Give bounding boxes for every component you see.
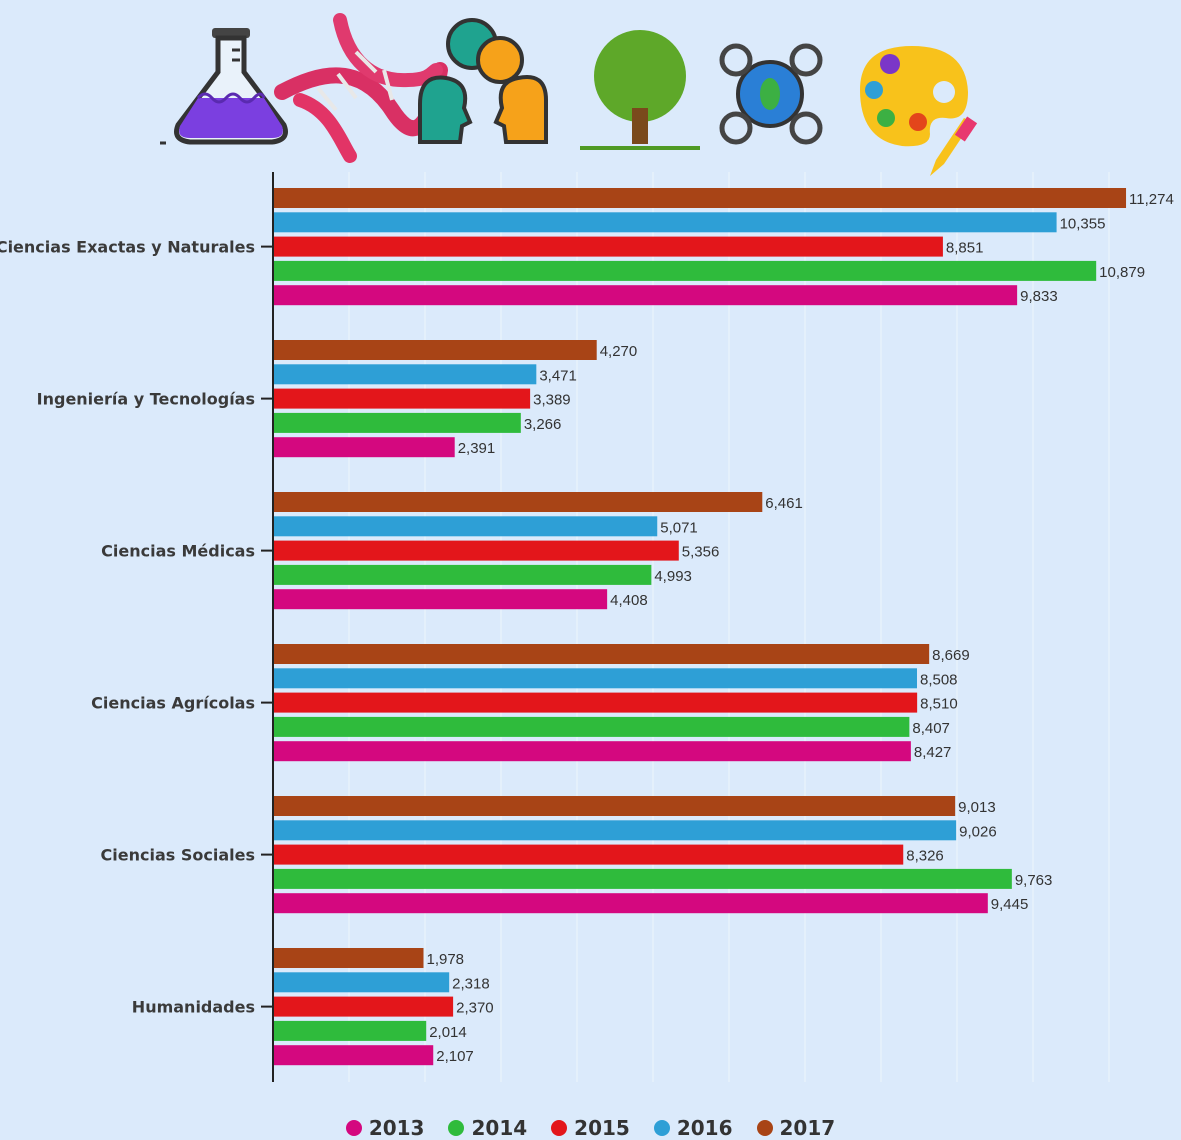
bar-2017 <box>274 644 930 664</box>
value-label: 8,326 <box>906 848 944 865</box>
category-label: Ingeniería y Tecnologías <box>37 390 255 409</box>
value-label: 3,389 <box>533 392 571 409</box>
value-label: 4,408 <box>610 592 648 609</box>
category-label: Ciencias Sociales <box>101 846 255 865</box>
bar-2017 <box>274 948 424 968</box>
header-icons <box>160 13 978 176</box>
category-label: Ciencias Médicas <box>101 542 255 561</box>
value-label: 8,851 <box>946 240 984 257</box>
legend-label: 2014 <box>471 1115 528 1140</box>
value-label: 9,445 <box>991 896 1029 913</box>
legend-item-2017: 2017 <box>756 1115 836 1140</box>
category-labels: Ciencias Exactas y Naturales Ingeniería y… <box>0 238 273 1017</box>
legend-label: 2017 <box>779 1115 836 1140</box>
legend-label: 2016 <box>676 1115 733 1140</box>
bar-2014 <box>274 564 652 585</box>
paint-palette-icon <box>860 46 978 176</box>
value-label: 10,355 <box>1060 215 1106 232</box>
bar-2016 <box>274 820 957 841</box>
value-label: 8,508 <box>920 671 958 688</box>
bar-2014 <box>274 1020 427 1041</box>
value-label: 9,763 <box>1015 872 1053 889</box>
value-label: 9,013 <box>958 799 996 816</box>
bar-2016 <box>274 668 917 689</box>
bar-2014 <box>274 716 910 737</box>
bar-2014 <box>274 260 1097 281</box>
bar-2017 <box>274 340 597 360</box>
bar-2016 <box>274 212 1057 233</box>
value-label: 9,026 <box>959 823 997 840</box>
value-label: 6,461 <box>765 495 803 512</box>
bar-2014 <box>274 412 521 433</box>
bar-2013 <box>274 893 988 914</box>
value-label: 8,510 <box>920 696 958 713</box>
legend: 2013 2014 2015 2016 2017 <box>0 1115 1181 1140</box>
bar-2014 <box>274 868 1012 889</box>
gears-icon <box>719 43 823 145</box>
tree-icon <box>580 30 700 150</box>
legend-item-2015: 2015 <box>551 1116 630 1140</box>
bar-2013 <box>274 285 1018 306</box>
bar-2013 <box>274 589 608 610</box>
bar-2013 <box>274 741 911 762</box>
value-labels: 11,274 10,355 8,851 10,879 9,833 4,270 3,471 3,… <box>426 191 1173 1065</box>
value-label: 9,833 <box>1020 288 1058 305</box>
gridlines <box>348 172 1110 1082</box>
legend-dot-icon <box>756 1119 773 1136</box>
legend-label: 2013 <box>368 1115 425 1140</box>
people-talking-icon <box>418 18 548 144</box>
bar-2015 <box>274 844 904 865</box>
legend-label: 2015 <box>574 1115 630 1140</box>
value-label: 8,427 <box>914 744 952 761</box>
bars <box>274 188 1127 1066</box>
value-label: 5,356 <box>682 544 720 561</box>
bar-2015 <box>274 236 943 257</box>
value-label: 3,266 <box>524 416 562 433</box>
bar-2013 <box>274 1045 434 1066</box>
legend-item-2016: 2016 <box>653 1115 733 1140</box>
legend-dot-icon <box>345 1119 362 1136</box>
flask-icon <box>160 28 288 145</box>
bar-2016 <box>274 364 537 385</box>
value-label: 8,407 <box>912 720 950 737</box>
legend-item-2013: 2013 <box>345 1115 425 1140</box>
bar-2013 <box>274 437 455 458</box>
value-label: 4,270 <box>600 343 638 360</box>
bar-2015 <box>274 540 679 561</box>
bar-2017 <box>274 796 956 816</box>
value-label: 5,071 <box>660 519 698 536</box>
value-label: 8,669 <box>932 647 970 664</box>
value-label: 1,978 <box>426 951 464 968</box>
value-label: 3,471 <box>539 367 577 384</box>
value-label: 10,879 <box>1099 264 1145 281</box>
bar-2016 <box>274 516 658 537</box>
bar-2015 <box>274 692 918 713</box>
value-label: 2,014 <box>429 1024 467 1041</box>
value-label: 2,318 <box>452 975 490 992</box>
legend-item-2014: 2014 <box>448 1116 527 1140</box>
legend-dot-icon <box>448 1119 465 1136</box>
bar-2016 <box>274 972 450 993</box>
category-label: Humanidades <box>132 998 255 1017</box>
legend-dot-icon <box>653 1119 670 1136</box>
category-label: Ciencias Agrícolas <box>91 694 255 713</box>
bar-2015 <box>274 996 454 1017</box>
value-label: 2,107 <box>436 1048 474 1065</box>
bar-2017 <box>274 188 1127 208</box>
legend-dot-icon <box>551 1119 568 1136</box>
bar-2015 <box>274 388 531 409</box>
value-label: 2,370 <box>456 1000 494 1017</box>
value-label: 4,993 <box>654 568 692 585</box>
value-label: 11,274 <box>1129 191 1174 208</box>
category-label: Ciencias Exactas y Naturales <box>0 238 255 257</box>
value-label: 2,391 <box>458 440 496 457</box>
bar-2017 <box>274 492 763 512</box>
